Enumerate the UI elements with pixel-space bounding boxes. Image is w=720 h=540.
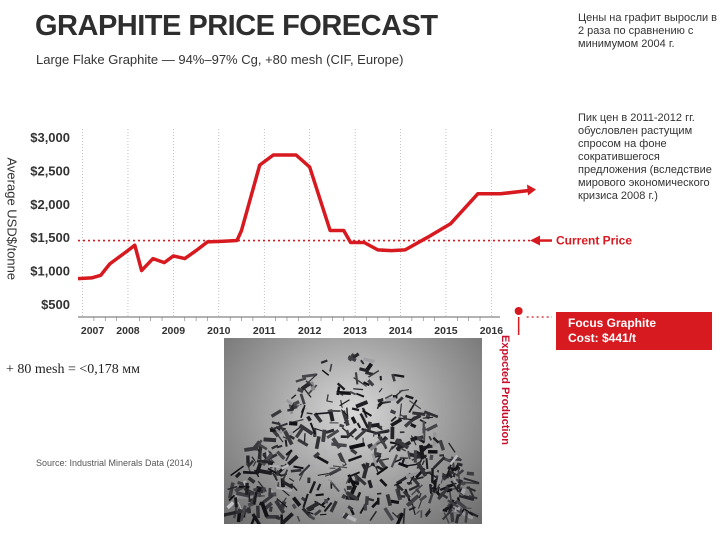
price-line [77, 153, 531, 281]
x-tick-label: 2007 [81, 325, 105, 337]
graphite-flakes-photo [224, 338, 482, 524]
y-tick-label: $1,000 [30, 264, 70, 279]
x-tick-label: 2011 [253, 325, 276, 337]
expected-production-label: Expected Production [499, 334, 511, 446]
chart-grid [78, 129, 500, 321]
graphite-flakes-image [224, 352, 480, 524]
current-price-marker: Current Price [78, 234, 632, 248]
note-price-doubled: Цены на графит выросли в 2 раза по сравн… [578, 12, 718, 50]
x-tick-label: 2015 [434, 325, 458, 337]
chart-subtitle: Large Flake Graphite — 94%–97% Cg, +80 m… [36, 52, 404, 67]
chart-title: GRAPHITE PRICE FORECAST [35, 10, 438, 42]
current-price-arrow [530, 235, 540, 246]
x-tick-labels: 2007 2008 2009 2010 2011 2012 2013 2014 2015 2016 [81, 325, 503, 337]
x-tick-label: 2010 [207, 325, 231, 337]
y-tick-label: $3,000 [30, 130, 70, 145]
focus-graphite-cost-box: Focus Graphite Cost: $441/t [556, 312, 712, 350]
x-tick-label: 2013 [343, 325, 367, 337]
y-tick-labels: $500 $1,000 $1,500 $2,000 $2,500 $3,000 [30, 130, 70, 312]
y-tick-label: $2,500 [30, 163, 70, 178]
focus-cost-label: Cost: $441/t [568, 331, 637, 345]
focus-graphite-label: Focus Graphite [568, 316, 657, 330]
mesh-size-caption: + 80 mesh = <0,178 мм [6, 362, 140, 377]
current-price-label: Current Price [556, 234, 632, 248]
expected-production-dot [514, 307, 523, 315]
price-line-arrowhead [527, 184, 536, 196]
price-series [77, 153, 536, 281]
y-tick-label: $2,000 [30, 197, 70, 212]
y-tick-label: $500 [41, 297, 70, 312]
note-price-peak: Пик цен в 2011-2012 гг. обусловлен расту… [578, 112, 712, 202]
x-tick-label: 2008 [116, 325, 140, 337]
expected-production-marker [514, 307, 552, 335]
source-caption: Source: Industrial Minerals Data (2014) [36, 458, 193, 468]
x-tick-label: 2016 [480, 325, 504, 337]
x-tick-label: 2014 [389, 325, 413, 337]
x-tick-label: 2009 [162, 325, 186, 337]
y-tick-label: $1,500 [30, 230, 70, 245]
flake-pile [224, 352, 480, 524]
x-tick-label: 2012 [298, 325, 322, 337]
